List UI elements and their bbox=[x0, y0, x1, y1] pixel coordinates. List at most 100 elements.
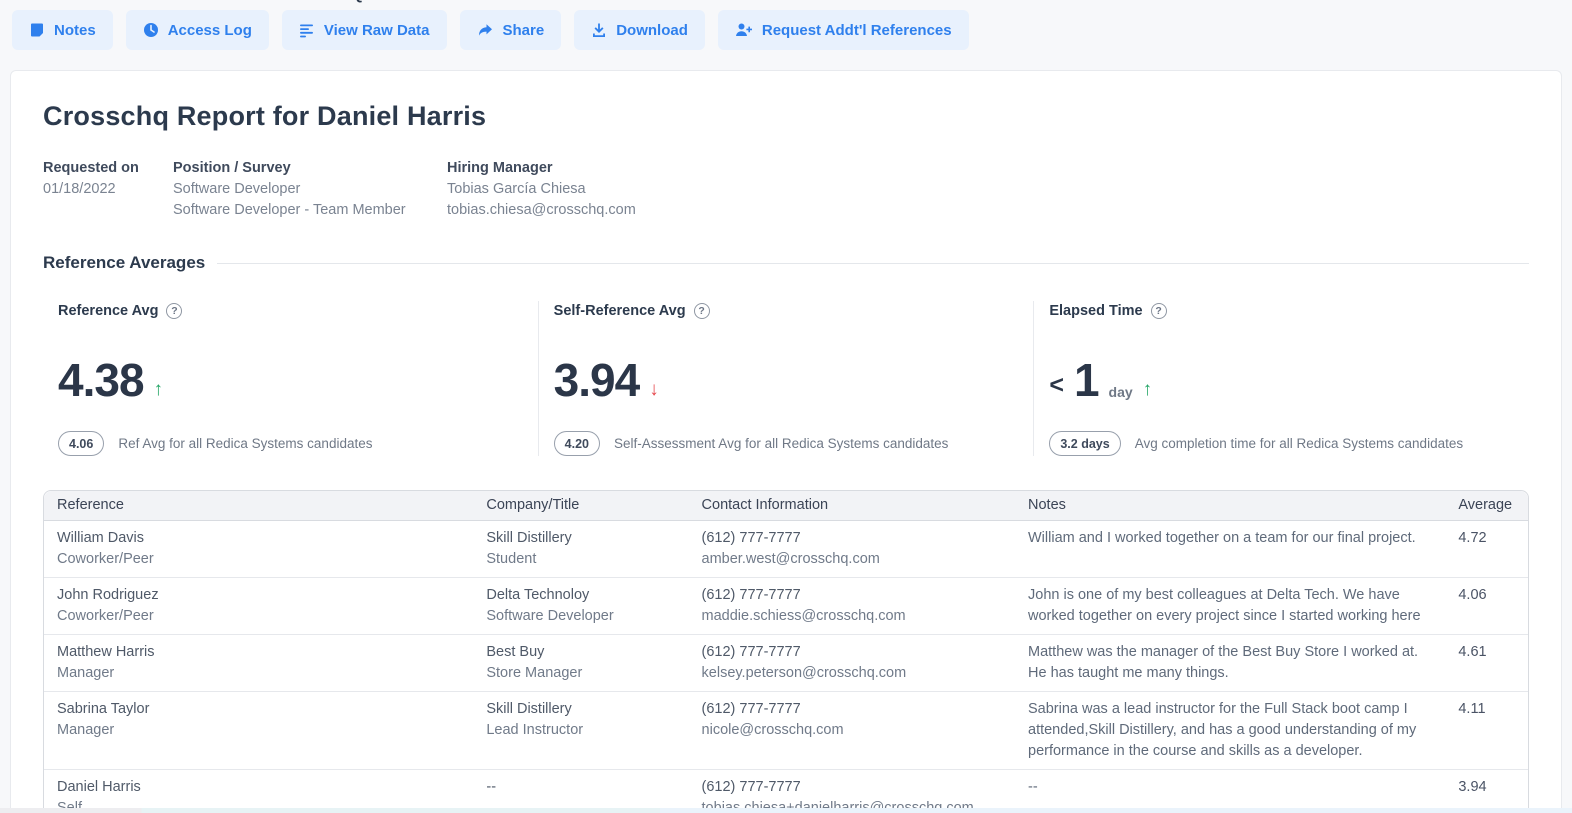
trend-down-arrow-icon: ↓ bbox=[649, 379, 659, 400]
position-survey-label: Position / Survey bbox=[173, 160, 291, 176]
reference-company: Skill Distillery bbox=[486, 530, 572, 546]
reference-notes: John is one of my best colleagues at Del… bbox=[1028, 587, 1421, 624]
reference-phone: (612) 777-7777 bbox=[701, 587, 801, 603]
reference-avg-value: 4.38 bbox=[58, 354, 145, 406]
reference-name: Sabrina Taylor bbox=[57, 701, 150, 717]
reference-avg-label: Reference Avg bbox=[58, 303, 159, 319]
reference-phone: (612) 777-7777 bbox=[701, 530, 801, 546]
reference-name: Daniel Harris bbox=[57, 779, 141, 795]
self-reference-avg-value: 3.94 bbox=[553, 354, 641, 406]
table-row: Sabrina Taylor Manager Skill Distillery … bbox=[44, 692, 1528, 770]
raw-data-lines-icon bbox=[299, 22, 315, 38]
reference-email: kelsey.peterson@crosschq.com bbox=[701, 665, 907, 681]
metric-self-reference-avg: Self-Reference Avg ? 3.94 ↓ 4.20 Self-As… bbox=[537, 301, 1034, 456]
request-additional-references-button[interactable]: Request Addt'l References bbox=[717, 10, 969, 50]
next-section-edge bbox=[0, 808, 1572, 813]
download-icon bbox=[591, 22, 607, 38]
meta-hiring-manager: Hiring Manager Tobias García Chiesa tobi… bbox=[447, 158, 636, 221]
reference-relationship: Coworker/Peer bbox=[57, 551, 154, 567]
elapsed-time-unit: day bbox=[1108, 384, 1133, 400]
reference-name: Matthew Harris bbox=[57, 644, 155, 660]
benchmark-description: Self-Assessment Avg for all Redica Syste… bbox=[614, 436, 949, 451]
table-row: Matthew Harris Manager Best Buy Store Ma… bbox=[44, 635, 1528, 692]
breadcrumb-separator: › bbox=[121, 0, 126, 3]
reference-relationship: Manager bbox=[57, 722, 115, 738]
reference-average-score: 4.06 bbox=[1458, 587, 1487, 603]
benchmark-pill: 4.06 bbox=[58, 431, 105, 456]
clock-icon bbox=[143, 22, 159, 38]
report-card: Crosschq Report for Daniel Harris Reques… bbox=[10, 70, 1562, 813]
view-raw-data-button[interactable]: View Raw Data bbox=[281, 10, 447, 50]
page-title: Crosschq Report for Daniel Harris bbox=[43, 101, 487, 131]
reference-company: Skill Distillery bbox=[486, 701, 572, 717]
benchmark-description: Avg completion time for all Redica Syste… bbox=[1134, 436, 1464, 451]
reference-email: amber.west@crosschq.com bbox=[701, 551, 880, 567]
reference-relationship: Manager bbox=[57, 665, 115, 681]
table-row: William Davis Coworker/Peer Skill Distil… bbox=[44, 521, 1528, 578]
share-button[interactable]: Share bbox=[459, 10, 562, 50]
reference-name: William Davis bbox=[57, 530, 144, 546]
column-header-notes: Notes bbox=[1016, 491, 1447, 521]
table-row: Daniel Harris Self -- (612) 777-7777 tob… bbox=[44, 770, 1528, 813]
reference-name: John Rodriguez bbox=[57, 587, 159, 603]
breadcrumb-current-page: Crosschq Report bbox=[267, 0, 438, 3]
question-circle-icon[interactable]: ? bbox=[166, 303, 183, 319]
request-additional-references-button-label: Request Addt'l References bbox=[761, 21, 952, 39]
notes-button-label: Notes bbox=[54, 21, 96, 39]
benchmark-description: Ref Avg for all Redica Systems candidate… bbox=[118, 436, 373, 451]
meta-requested-on: Requested on 01/18/2022 bbox=[43, 158, 173, 221]
column-header-average: Average bbox=[1446, 491, 1528, 521]
access-log-button[interactable]: Access Log bbox=[125, 10, 269, 50]
access-log-button-label: Access Log bbox=[167, 21, 252, 39]
breadcrumb: Candidates › Daniel Harris › Crosschq Re… bbox=[22, 0, 439, 4]
self-reference-avg-label: Self-Reference Avg bbox=[553, 303, 686, 319]
hiring-manager-label: Hiring Manager bbox=[447, 160, 553, 176]
reference-email: nicole@crosschq.com bbox=[701, 722, 844, 738]
reference-notes: Matthew was the manager of the Best Buy … bbox=[1028, 644, 1419, 681]
reference-averages-title: Reference Averages bbox=[43, 253, 206, 272]
reference-average-score: 4.11 bbox=[1458, 701, 1486, 717]
survey-value: Software Developer - Team Member bbox=[173, 202, 406, 218]
breadcrumb-candidates-link[interactable]: Candidates bbox=[22, 0, 108, 3]
table-row: John Rodriguez Coworker/Peer Delta Techn… bbox=[44, 578, 1528, 635]
question-circle-icon[interactable]: ? bbox=[1150, 303, 1167, 319]
elapsed-time-value: 1 bbox=[1073, 354, 1100, 406]
meta-position-survey: Position / Survey Software Developer Sof… bbox=[173, 158, 447, 221]
reference-phone: (612) 777-7777 bbox=[701, 701, 801, 717]
hiring-manager-email: tobias.chiesa@crosschq.com bbox=[447, 202, 636, 218]
requested-on-value: 01/18/2022 bbox=[43, 181, 116, 197]
reference-notes: William and I worked together on a team … bbox=[1028, 530, 1416, 546]
benchmark-pill: 4.20 bbox=[553, 431, 601, 456]
column-header-company-title: Company/Title bbox=[474, 491, 690, 521]
position-value: Software Developer bbox=[173, 181, 301, 197]
reference-average-score: 4.61 bbox=[1458, 644, 1487, 660]
breadcrumb-candidate-name-link[interactable]: Daniel Harris bbox=[138, 0, 237, 3]
requested-on-label: Requested on bbox=[43, 160, 139, 176]
reference-phone: (612) 777-7777 bbox=[701, 644, 801, 660]
section-divider-line bbox=[217, 262, 1529, 264]
reference-average-score: 3.94 bbox=[1458, 779, 1487, 795]
less-than-symbol: < bbox=[1049, 370, 1064, 399]
reference-job-title: Lead Instructor bbox=[486, 722, 584, 738]
elapsed-time-label: Elapsed Time bbox=[1049, 303, 1143, 319]
share-button-label: Share bbox=[502, 21, 545, 39]
trend-up-arrow-icon: ↑ bbox=[1142, 379, 1153, 400]
download-button[interactable]: Download bbox=[574, 10, 705, 50]
notes-icon bbox=[29, 22, 45, 38]
view-raw-data-button-label: View Raw Data bbox=[323, 21, 430, 39]
reference-notes: -- bbox=[1028, 779, 1038, 795]
person-plus-icon bbox=[735, 22, 753, 38]
reference-relationship: Coworker/Peer bbox=[57, 608, 154, 624]
trend-up-arrow-icon: ↑ bbox=[153, 379, 164, 400]
references-table-container: Reference Company/Title Contact Informat… bbox=[43, 490, 1529, 813]
reference-notes: Sabrina was a lead instructor for the Fu… bbox=[1028, 701, 1417, 759]
reference-averages-section-header: Reference Averages bbox=[43, 253, 1529, 273]
download-button-label: Download bbox=[616, 21, 688, 39]
reference-averages-metrics: Reference Avg ? 4.38 ↑ 4.06 Ref Avg for … bbox=[43, 301, 1529, 456]
question-circle-icon[interactable]: ? bbox=[693, 303, 710, 319]
reference-company: Delta Technoloy bbox=[486, 587, 590, 603]
reference-company: Best Buy bbox=[486, 644, 545, 660]
breadcrumb-separator: › bbox=[250, 0, 255, 3]
reference-average-score: 4.72 bbox=[1458, 530, 1487, 546]
notes-button[interactable]: Notes bbox=[12, 10, 113, 50]
